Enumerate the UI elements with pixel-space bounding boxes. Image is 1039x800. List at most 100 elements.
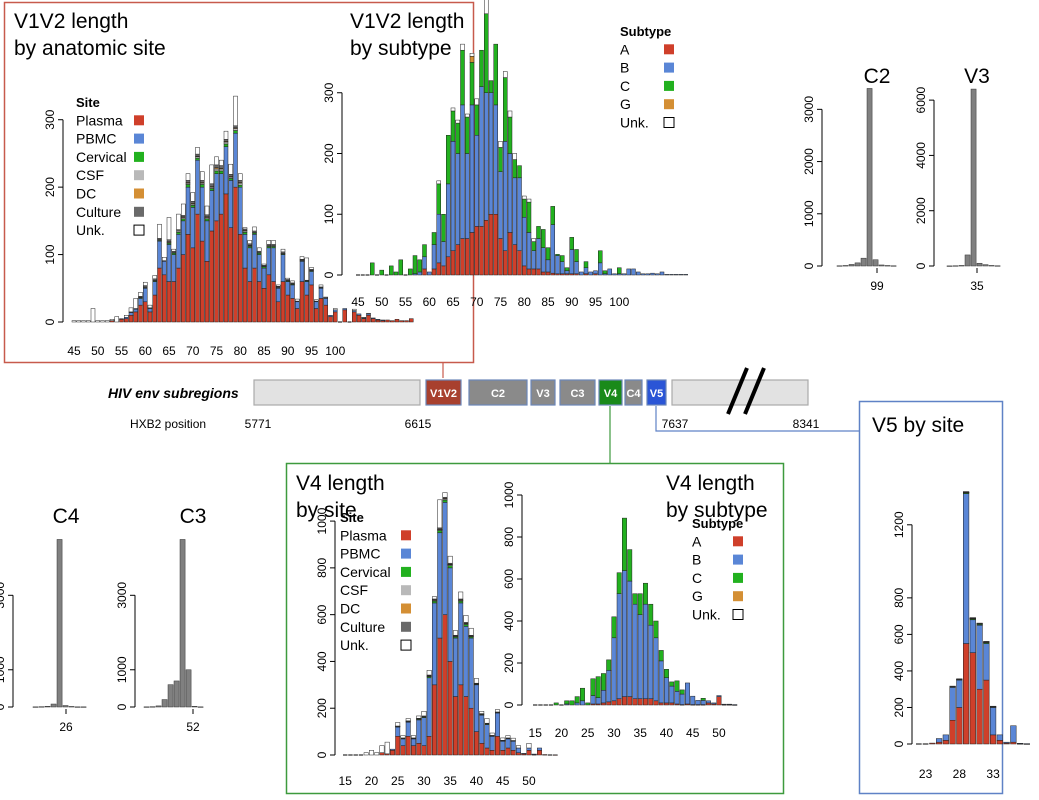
bar-unk	[143, 281, 148, 286]
bar-a	[446, 256, 451, 276]
bar-b	[674, 274, 679, 276]
bar-plasma	[276, 301, 281, 323]
bar-csf	[219, 168, 224, 172]
bar-plasma	[416, 743, 422, 756]
v1v2-site-chart: 0 100 200 300 45 50 55 60 65 70 75 80 85 90 95 100	[43, 95, 414, 358]
v1v2-site-legend: Site Plasma PBMC Cervical CSF DC Culture Unk.	[76, 95, 145, 238]
bar-unk	[114, 316, 119, 323]
bar-b	[564, 270, 570, 275]
bar-b	[611, 637, 617, 702]
bar-b	[441, 241, 446, 267]
bar-pbmc	[119, 318, 124, 320]
bar-plasma	[421, 745, 427, 756]
bar	[197, 706, 204, 708]
bar-b	[450, 141, 456, 251]
y-tick-label: 3000	[0, 582, 7, 609]
bar-c	[622, 517, 627, 571]
bar-cervical	[463, 624, 469, 627]
legend-label: Unk.	[620, 115, 649, 131]
bar-b	[446, 183, 451, 258]
bar-unk	[484, 718, 490, 724]
bar-culture	[190, 201, 195, 204]
bar-unk	[453, 630, 458, 636]
bar-unk	[352, 308, 357, 311]
bar-c	[465, 116, 470, 154]
bar-plasma	[929, 742, 936, 745]
v3-chart: 0 2000 4000 6000 35	[914, 86, 1001, 293]
bar-unk	[526, 198, 532, 203]
bar-b	[545, 259, 551, 273]
bar-b	[606, 670, 612, 703]
bar-c	[474, 104, 479, 136]
bar-b	[683, 274, 688, 276]
bar-c	[674, 680, 680, 692]
bar-pbmc	[375, 319, 381, 321]
bar-unk	[266, 240, 271, 245]
bar-pbmc	[228, 180, 233, 228]
bar-pbmc	[209, 190, 214, 232]
c2-chart: 0 1000 2000 3000 99	[802, 88, 897, 293]
bar-unk	[463, 615, 469, 623]
bar-plasma	[375, 319, 381, 323]
bar-plasma	[133, 311, 138, 323]
legend-label: Plasma	[76, 112, 123, 128]
bar-plasma	[152, 294, 157, 323]
bar-plasma	[1010, 741, 1017, 745]
bar-b	[640, 273, 646, 276]
bar-b	[595, 697, 601, 705]
bar-plasma	[453, 696, 458, 756]
bar-unk	[436, 180, 441, 185]
y-tick-label: 200	[322, 143, 336, 163]
bar-unk	[468, 627, 474, 636]
bar-unk	[228, 163, 233, 175]
bar-a	[616, 698, 622, 706]
bar-b	[700, 700, 706, 705]
bar-pbmc	[416, 719, 422, 744]
bar	[878, 264, 885, 267]
x-tick-label: 90	[281, 344, 295, 358]
bar-unk	[400, 735, 406, 739]
bar-b	[474, 135, 479, 227]
bar-pbmc	[969, 619, 976, 653]
bar-plasma	[390, 320, 395, 323]
bar-unk	[526, 743, 532, 749]
bar-c	[585, 702, 591, 706]
bar-b	[664, 274, 669, 276]
bar-c	[479, 49, 484, 87]
legend-title: Subtype	[620, 24, 671, 39]
bar-pbmc	[309, 271, 314, 286]
bar-cervical	[242, 232, 248, 235]
x-tick-label: 20	[555, 726, 569, 740]
bar-cervical	[214, 170, 219, 174]
bar-b	[569, 249, 574, 275]
bar-unk	[252, 226, 257, 232]
x-tick-label: 60	[139, 344, 153, 358]
bar-c	[441, 214, 446, 242]
bar-b	[536, 238, 541, 270]
bar	[964, 254, 971, 267]
bar	[994, 265, 1001, 267]
y-tick-label: 1000	[802, 200, 816, 227]
x-tick-label: 95	[305, 344, 319, 358]
bar-plasma	[942, 740, 949, 745]
bar-b	[674, 691, 680, 705]
bar-unk	[95, 320, 100, 323]
bar-unk	[176, 213, 181, 230]
center-tick-label: 99	[870, 279, 884, 293]
y-tick-label: 4000	[914, 142, 928, 169]
bar-c	[648, 603, 654, 626]
bar-pbmc	[176, 234, 181, 269]
bar-pbmc	[505, 738, 511, 749]
legend-swatch	[401, 621, 411, 632]
bar-c	[507, 116, 513, 154]
legend-label: G	[620, 96, 631, 112]
segment-label: C3	[570, 388, 584, 400]
bar-unk	[76, 320, 81, 323]
bar-unk	[460, 43, 465, 51]
bar-plasma	[314, 308, 319, 323]
bar-unk	[442, 492, 448, 498]
legend-swatch	[134, 188, 144, 199]
bar-plasma	[379, 752, 385, 756]
bar-unk	[304, 257, 309, 281]
